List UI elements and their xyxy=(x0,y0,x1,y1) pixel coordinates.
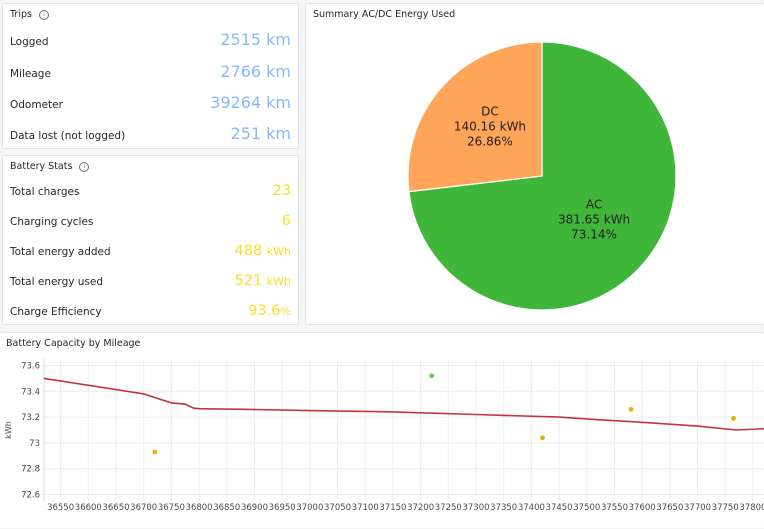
x-tick-label: 37000 xyxy=(296,503,323,513)
battery-stats-panel: Battery Stats i Total charges 23 Chargin… xyxy=(2,155,299,325)
y-tick-label: 73.4 xyxy=(21,387,40,397)
pie-panel-title[interactable]: Summary AC/DC Energy Used xyxy=(313,9,455,20)
stat-number: 521 xyxy=(234,273,263,289)
x-tick-label: 37650 xyxy=(656,503,683,513)
stat-row-energy-used: Total energy used 521 kWh xyxy=(10,273,291,289)
capacity-line[interactable] xyxy=(43,377,764,431)
stat-value: 93.6% xyxy=(248,303,291,319)
x-tick-label: 36750 xyxy=(158,503,185,513)
stat-unit: kWh xyxy=(266,245,291,258)
x-tick-label: 37450 xyxy=(546,503,573,513)
x-tick-label: 36550 xyxy=(47,503,74,513)
line-title-text: Battery Capacity by Mileage xyxy=(6,338,141,349)
x-tick-label: 37100 xyxy=(352,503,379,513)
battery-stats-title-text: Battery Stats xyxy=(10,161,73,172)
trips-title-text: Trips xyxy=(10,9,32,20)
x-tick-label: 36950 xyxy=(269,503,296,513)
info-icon[interactable]: i xyxy=(79,161,90,172)
x-tick-label: 37550 xyxy=(601,503,628,513)
y-tick-label: 73 xyxy=(29,439,40,449)
x-tick-label: 37250 xyxy=(435,503,462,513)
x-tick-label: 36900 xyxy=(241,503,268,513)
pie-label-ac: AC 381.65 kWh 73.14% xyxy=(558,197,630,241)
x-tick-label: 37500 xyxy=(573,503,600,513)
stat-unit: % xyxy=(280,305,291,318)
x-tick-label: 36650 xyxy=(102,503,129,513)
pie-title-text: Summary AC/DC Energy Used xyxy=(313,9,456,20)
stat-row-mileage: Mileage 2766 km xyxy=(10,62,291,81)
x-tick-label: 37150 xyxy=(379,503,406,513)
x-tick-label: 36850 xyxy=(213,503,240,513)
data-point-yellow[interactable] xyxy=(152,449,158,455)
stat-row-data-lost: Data lost (not logged) 251 km xyxy=(10,124,291,143)
stat-row-odometer: Odometer 39264 km xyxy=(10,93,291,112)
stat-unit: kWh xyxy=(266,275,291,288)
stat-value: 2766 km xyxy=(220,62,291,81)
stat-label: Charging cycles xyxy=(10,216,94,228)
y-tick-label: 72.6 xyxy=(21,491,40,501)
line-panel-title[interactable]: Battery Capacity by Mileage xyxy=(6,338,140,349)
x-tick-label: 37700 xyxy=(684,503,711,513)
stat-row-total-charges: Total charges 23 xyxy=(10,183,291,199)
x-tick-label: 36600 xyxy=(75,503,102,513)
stat-number: 23 xyxy=(272,183,291,199)
x-tick-label: 37800 xyxy=(739,503,764,513)
pie-slice-dc[interactable] xyxy=(407,41,543,193)
battery-capacity-panel: Battery Capacity by Mileage 72.6 72.8 73 73… xyxy=(0,332,764,528)
stat-value: 251 km xyxy=(230,124,291,143)
stat-label: Total energy used xyxy=(10,276,104,288)
trips-panel-title[interactable]: Trips i xyxy=(10,9,49,20)
data-point-yellow[interactable] xyxy=(731,415,736,421)
x-tick-label: 37400 xyxy=(518,503,545,513)
ac-dc-pie-panel: Summary AC/DC Energy Used AC 381.65 kWh 73… xyxy=(305,3,764,325)
stat-row-logged: Logged 2515 km xyxy=(10,30,291,49)
stat-label: Odometer xyxy=(10,99,63,111)
stat-row-charging-cycles: Charging cycles 6 xyxy=(10,213,291,229)
x-tick-label: 36800 xyxy=(186,503,213,513)
stat-number: 6 xyxy=(281,213,291,229)
stat-row-energy-added: Total energy added 488 kWh xyxy=(10,243,291,259)
data-point-yellow[interactable] xyxy=(628,406,634,412)
stat-value: 521 kWh xyxy=(234,273,291,289)
x-tick-label: 36700 xyxy=(130,503,157,513)
stat-label: Total charges xyxy=(10,186,80,198)
stat-row-charge-efficiency: Charge Efficiency 93.6% xyxy=(10,303,291,319)
data-point-yellow[interactable] xyxy=(540,435,545,441)
y-tick-label: 73.2 xyxy=(21,413,40,423)
pie-label-dc: DC 140.16 kWh 26.86% xyxy=(454,105,526,149)
y-tick-label: 72.8 xyxy=(21,465,40,475)
stat-number: 93.6 xyxy=(248,303,281,319)
stat-value: 39264 km xyxy=(210,93,291,112)
stat-number: 488 xyxy=(234,243,263,259)
pie-chart: AC 381.65 kWh 73.14% DC 140.16 kWh 26.86% xyxy=(407,41,677,311)
stat-label: Data lost (not logged) xyxy=(10,130,126,142)
x-tick-label: 37600 xyxy=(629,503,656,513)
stat-value: 6 xyxy=(282,213,291,229)
stat-label: Total energy added xyxy=(10,246,111,258)
x-tick-label: 37350 xyxy=(490,503,517,513)
data-point-green[interactable] xyxy=(429,373,435,379)
y-axis-label: kWh xyxy=(4,421,13,439)
stat-label: Logged xyxy=(10,36,49,48)
x-tick-label: 37200 xyxy=(407,503,434,513)
stat-value: 488 kWh xyxy=(234,243,291,259)
x-tick-label: 37300 xyxy=(462,503,489,513)
y-tick-label: 73.6 xyxy=(21,361,40,371)
stat-label: Charge Efficiency xyxy=(10,306,102,318)
stat-value: 2515 km xyxy=(220,30,291,49)
info-icon[interactable]: i xyxy=(38,9,49,20)
x-tick-label: 37050 xyxy=(324,503,351,513)
trips-panel: Trips i Logged 2515 km Mileage 2766 km O… xyxy=(2,3,299,149)
stat-value: 23 xyxy=(273,183,291,199)
battery-stats-panel-title[interactable]: Battery Stats i xyxy=(10,161,90,172)
x-tick-label: 37750 xyxy=(712,503,739,513)
stat-label: Mileage xyxy=(10,68,51,80)
